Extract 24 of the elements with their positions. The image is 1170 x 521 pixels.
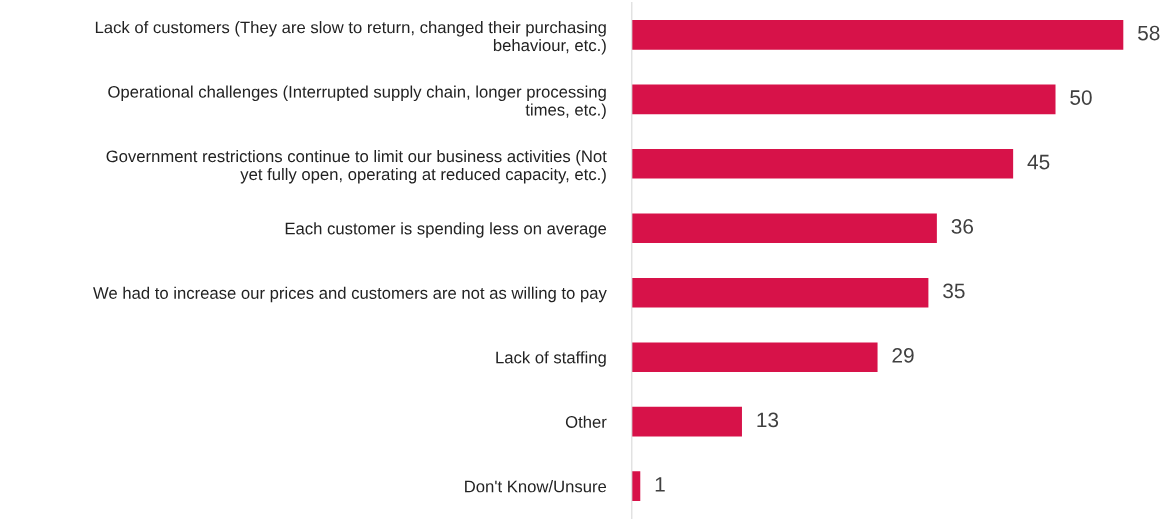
data-label: 36 bbox=[951, 219, 974, 234]
y-tick-label: Lack of customers (They are slow to return, changed their purchasing behaviour, etc.) bbox=[95, 21, 606, 55]
bar bbox=[631, 148, 1014, 179]
bar bbox=[631, 471, 641, 501]
y-tick-label: Each customer is spending less on average bbox=[285, 222, 607, 238]
data-label: 50 bbox=[1070, 90, 1092, 105]
y-tick-label: Operational challenges (Interrupted supply chain, longer processing times, etc.) bbox=[108, 85, 606, 119]
data-label: 13 bbox=[757, 412, 779, 428]
bar bbox=[631, 20, 1124, 50]
data-label: 35 bbox=[943, 283, 965, 299]
bar bbox=[631, 213, 937, 244]
bar bbox=[631, 342, 878, 373]
data-label: 1 bbox=[655, 477, 665, 492]
data-label: 29 bbox=[892, 348, 914, 363]
y-tick-label: Other bbox=[565, 415, 607, 428]
y-tick-label: We had to increase our prices and customers are not as willing to pay bbox=[93, 286, 607, 303]
y-tick-label: Lack of staffing bbox=[496, 351, 606, 367]
bar bbox=[631, 277, 929, 308]
bar bbox=[631, 406, 742, 437]
data-label: 58 bbox=[1138, 25, 1160, 41]
bar bbox=[631, 84, 1056, 115]
y-tick-label: Don't Know/Unsure bbox=[465, 480, 607, 493]
y-tick-label: Government restrictions continue to limit our business activities (Not yet fully open, operating at reduced capacity, etc.) bbox=[106, 149, 607, 184]
data-label: 45 bbox=[1027, 154, 1050, 170]
